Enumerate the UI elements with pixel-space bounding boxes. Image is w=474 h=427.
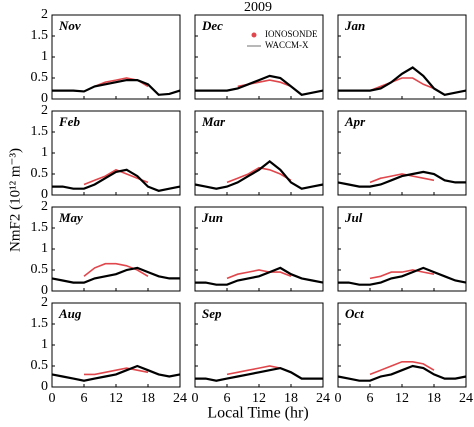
y-tick-label: 1: [41, 49, 48, 64]
x-tick-label: 6: [224, 391, 231, 406]
y-tick-label: 1: [41, 241, 48, 256]
x-tick-label: 12: [109, 391, 123, 406]
model-line: [195, 74, 324, 96]
x-tick-label: 0: [192, 391, 199, 406]
model-line: [338, 266, 467, 286]
y-tick-label: 0: [41, 91, 48, 106]
x-axis-label: Local Time (hr): [207, 405, 308, 422]
x-tick-label: 24: [316, 391, 330, 406]
x-tick-label: 12: [395, 391, 409, 406]
x-tick-label: 6: [367, 391, 374, 406]
y-tick-label: 2: [41, 295, 48, 310]
ionosonde-line: [369, 361, 435, 376]
legend-label: IONOSONDE: [265, 29, 318, 39]
x-tick-label: 24: [459, 391, 473, 406]
y-tick-label: 0: [41, 283, 48, 298]
x-tick-label: 18: [141, 391, 155, 406]
panel-frame: [51, 302, 181, 388]
y-tick-label: 2: [41, 199, 48, 214]
ionosonde-line: [83, 262, 149, 277]
x-tick-label: 0: [335, 391, 342, 406]
x-tick-label: 0: [49, 391, 56, 406]
y-tick-label: 0.5: [31, 262, 49, 277]
y-tick-label: 1.5: [31, 220, 49, 235]
panel-frame: [194, 14, 324, 100]
model-line: [52, 168, 181, 192]
x-tick-label: 18: [427, 391, 441, 406]
legend-marker: [251, 32, 257, 38]
panel-title: Sep: [202, 306, 222, 321]
y-tick-label: 0: [41, 379, 48, 394]
model-line: [337, 364, 467, 382]
panel-title: May: [58, 210, 83, 225]
panel-title: Feb: [58, 114, 80, 129]
model-line: [195, 366, 323, 382]
panel-title: Dec: [201, 18, 223, 33]
ionosonde-line: [369, 269, 435, 280]
y-tick-label: 1: [41, 145, 48, 160]
y-tick-label: 0.5: [31, 358, 49, 373]
legend-label: WACCM-X: [265, 40, 309, 50]
model-line: [51, 364, 181, 382]
model-line: [337, 170, 466, 188]
ionosonde-line: [226, 166, 292, 184]
panel-title: Jun: [201, 210, 223, 225]
x-tick-label: 12: [252, 391, 266, 406]
y-tick-label: 0.5: [31, 166, 49, 181]
model-line: [52, 79, 181, 96]
panel-title: Jan: [344, 18, 365, 33]
y-axis-label: NmF2 (10¹² m⁻³): [7, 148, 23, 252]
panel-title: Oct: [345, 306, 364, 321]
y-tick-label: 1.5: [31, 316, 49, 331]
panel-frame: [51, 14, 181, 100]
ionosonde-line: [84, 367, 149, 376]
y-tick-label: 0: [41, 187, 48, 202]
model-line: [338, 66, 467, 96]
panel-title: Jul: [344, 210, 363, 225]
panel-title: Mar: [201, 114, 226, 129]
model-line: [51, 266, 180, 284]
y-tick-label: 1.5: [31, 28, 49, 43]
x-tick-label: 18: [284, 391, 298, 406]
panel-frame: [51, 110, 181, 196]
model-line: [195, 266, 324, 286]
ionosonde-line: [369, 173, 435, 184]
panel-frame: [337, 14, 467, 100]
panel-title: Apr: [344, 114, 366, 129]
x-tick-label: 6: [81, 391, 88, 406]
y-tick-label: 1: [41, 337, 48, 352]
y-tick-label: 1.5: [31, 124, 49, 139]
y-tick-label: 2: [41, 7, 48, 22]
y-tick-label: 2: [41, 103, 48, 118]
ionosonde-line: [369, 77, 435, 92]
y-tick-label: 0.5: [31, 70, 49, 85]
panel-title: Nov: [58, 18, 81, 33]
x-tick-label: 24: [173, 391, 187, 406]
figure-title: 2009: [244, 0, 272, 15]
ionosonde-line: [83, 168, 149, 186]
panel-title: Aug: [58, 306, 82, 321]
model-line: [194, 159, 324, 190]
ionosonde-line: [226, 269, 292, 280]
